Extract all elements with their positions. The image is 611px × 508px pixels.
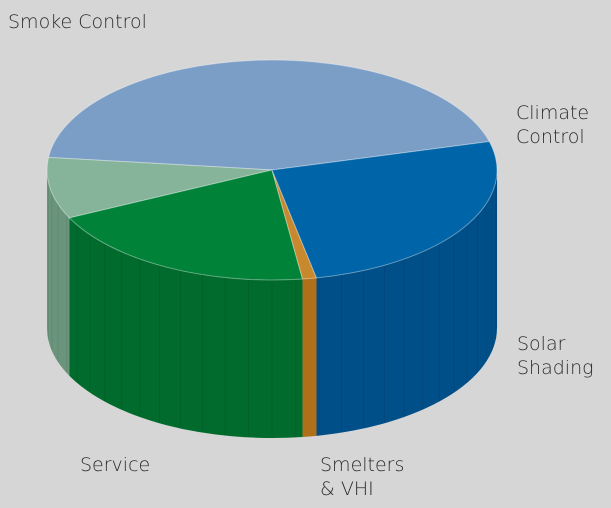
pie-label-smoke-control: Smoke Control xyxy=(8,11,147,33)
pie-side-smelters-vhi xyxy=(302,277,317,437)
pie-side-climate-control xyxy=(47,170,70,376)
pie-label-service: Service xyxy=(80,454,150,476)
pie-slice-smoke-control xyxy=(47,59,491,171)
pie-side-solar-shading xyxy=(69,217,303,438)
pie-side-service xyxy=(316,170,498,436)
pie-label-solar-shading: Solar Shading xyxy=(517,333,594,379)
pie-labels: Smoke Control Climate Control Solar Shading S… xyxy=(8,11,594,500)
pie-tops xyxy=(46,59,498,281)
pie-slice-smelters-vhi xyxy=(271,169,318,280)
pie-slice-service xyxy=(271,140,498,279)
pie-slice-solar-shading xyxy=(68,169,304,281)
pie-slice-climate-control xyxy=(46,156,273,219)
pie-label-smelters-vhi: Smelters & VHI xyxy=(320,454,404,500)
pie-sides xyxy=(47,170,498,438)
pie-label-climate-control: Climate Control xyxy=(516,102,589,148)
